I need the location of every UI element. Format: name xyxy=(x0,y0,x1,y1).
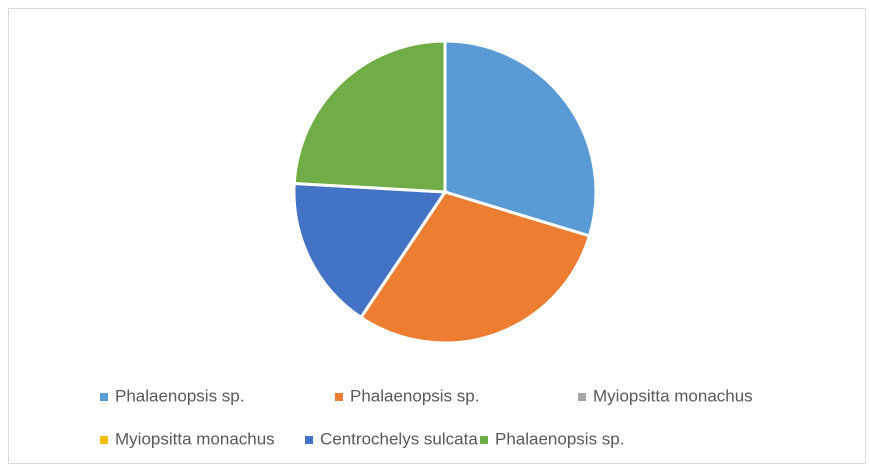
legend-marker xyxy=(335,393,343,401)
legend-marker xyxy=(578,393,586,401)
legend-marker xyxy=(480,436,488,444)
legend-label: Phalaenopsis sp. xyxy=(350,386,479,405)
legend-label: Centrochelys sulcata xyxy=(320,429,478,448)
pie-slice xyxy=(292,39,447,194)
legend-label: Myiopsitta monachus xyxy=(593,386,753,405)
pie-slice xyxy=(292,181,448,320)
pie-slice xyxy=(358,190,592,345)
legend-label: Myiopsitta monachus xyxy=(115,429,275,448)
legend-label: Phalaenopsis sp. xyxy=(115,386,244,405)
pie-slice xyxy=(443,39,598,238)
legend-marker xyxy=(305,436,313,444)
legend-marker xyxy=(100,436,108,444)
legend-label: Phalaenopsis sp. xyxy=(495,429,624,448)
legend-marker xyxy=(100,393,108,401)
